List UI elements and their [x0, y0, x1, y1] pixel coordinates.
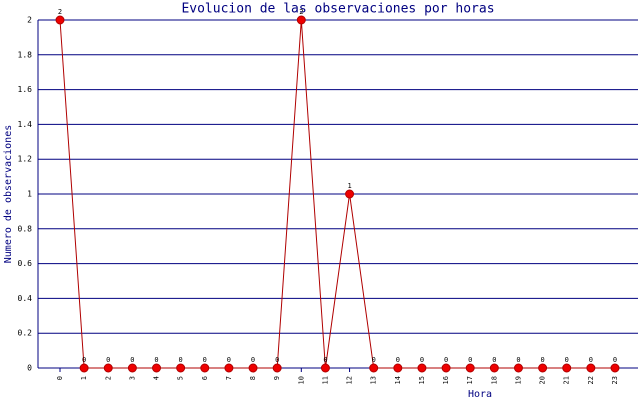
marker: [103, 363, 113, 373]
chart-title: Evolucion de las observaciones por horas: [181, 2, 494, 17]
data-label: 0: [275, 356, 279, 364]
data-label: 0: [372, 356, 376, 364]
y-tick-label: 2: [27, 16, 32, 25]
y-tick-label: 1.6: [18, 85, 33, 94]
marker: [586, 363, 596, 373]
marker: [79, 363, 89, 373]
x-tick-label: 18: [490, 376, 498, 384]
data-label: 0: [179, 356, 183, 364]
data-label: 0: [106, 356, 110, 364]
data-label: 1: [347, 182, 351, 190]
data-label: 0: [565, 356, 569, 364]
marker: [127, 363, 137, 373]
marker: [489, 363, 499, 373]
y-axis-title: Numero de observaciones: [3, 125, 14, 263]
data-label: 0: [420, 356, 424, 364]
marker: [200, 363, 210, 373]
marker: [610, 363, 620, 373]
x-tick-label: 20: [539, 376, 547, 384]
data-label: 0: [516, 356, 520, 364]
x-tick-label: 7: [225, 376, 233, 380]
x-tick-label: 22: [587, 376, 595, 384]
marker: [369, 363, 379, 373]
data-label: 0: [203, 356, 207, 364]
data-label: 0: [251, 356, 255, 364]
data-label: 0: [589, 356, 593, 364]
x-tick-label: 17: [466, 376, 474, 384]
data-label: 0: [323, 356, 327, 364]
data-label: 0: [154, 356, 158, 364]
marker: [272, 363, 282, 373]
x-tick-label: 15: [418, 376, 426, 384]
marker: [55, 15, 65, 25]
x-tick-label: 3: [128, 376, 136, 380]
y-tick-label: 1.8: [18, 50, 33, 59]
y-tick-label: 0.4: [18, 294, 33, 303]
x-tick-label: 4: [153, 376, 161, 380]
x-tick-label: 8: [249, 376, 257, 380]
marker: [176, 363, 186, 373]
marker: [562, 363, 572, 373]
y-tick-label: 0.2: [18, 329, 33, 338]
data-label: 0: [444, 356, 448, 364]
data-label: 2: [299, 8, 303, 16]
x-tick-label: 5: [177, 376, 185, 380]
y-tick-label: 1: [27, 190, 32, 199]
x-tick-label: 14: [394, 376, 402, 384]
x-tick-label: 16: [442, 376, 450, 384]
marker: [152, 363, 162, 373]
marker: [345, 189, 355, 199]
x-tick-label: 9: [273, 376, 281, 380]
data-label: 0: [492, 356, 496, 364]
x-tick-label: 0: [56, 376, 64, 380]
y-tick-label: 1.4: [18, 120, 33, 129]
x-tick-label: 13: [370, 376, 378, 384]
marker: [465, 363, 475, 373]
x-tick-label: 10: [297, 376, 305, 384]
marker: [441, 363, 451, 373]
data-label: 0: [82, 356, 86, 364]
data-label: 0: [613, 356, 617, 364]
y-tick-label: 0.8: [18, 224, 33, 233]
data-label: 0: [396, 356, 400, 364]
y-tick-label: 0: [27, 364, 32, 373]
marker: [417, 363, 427, 373]
marker: [513, 363, 523, 373]
y-tick-label: 0.6: [18, 259, 33, 268]
marker: [538, 363, 548, 373]
x-tick-label: 23: [611, 376, 619, 384]
data-label: 0: [227, 356, 231, 364]
x-axis-title: Hora: [468, 389, 492, 400]
data-label: 0: [468, 356, 472, 364]
marker: [224, 363, 234, 373]
data-label: 0: [130, 356, 134, 364]
data-label: 2: [58, 8, 62, 16]
x-tick-label: 1: [80, 376, 88, 380]
x-tick-label: 12: [346, 376, 354, 384]
marker: [248, 363, 258, 373]
data-label: 0: [540, 356, 544, 364]
y-tick-label: 1.2: [18, 155, 33, 164]
x-tick-label: 21: [563, 376, 571, 384]
x-tick-label: 6: [201, 376, 209, 380]
marker: [393, 363, 403, 373]
x-tick-label: 2: [104, 376, 112, 380]
x-tick-label: 19: [514, 376, 522, 384]
marker: [296, 15, 306, 25]
marker: [320, 363, 330, 373]
x-tick-label: 11: [321, 376, 329, 384]
